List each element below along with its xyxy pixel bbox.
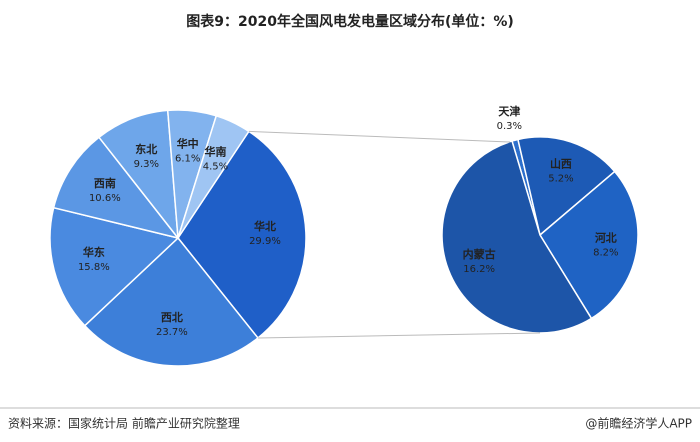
value-label: 6.1% — [175, 154, 200, 165]
slice-label: 山西 — [550, 157, 572, 171]
value-label: 16.2% — [463, 264, 495, 275]
slice-label: 天津 — [498, 104, 520, 118]
slice-label: 华北 — [254, 219, 276, 233]
pie-slice — [539, 170, 639, 320]
slice-label: 华南 — [204, 144, 226, 158]
source: 资料来源：国家统计局 前瞻产业研究院整理 — [8, 416, 240, 431]
value-label: 8.2% — [593, 247, 618, 258]
value-label: 9.3% — [134, 159, 159, 170]
pie-slice — [52, 136, 180, 240]
value-label: 0.3% — [497, 121, 522, 132]
pie-slice — [517, 136, 616, 237]
chart-title: 图表9：2020年全国风电发电量区域分布(单位：%) — [186, 13, 514, 30]
connector — [257, 332, 541, 339]
value-label: 4.5% — [203, 161, 228, 172]
value-label: 5.2% — [548, 174, 573, 185]
value-label: 15.8% — [78, 262, 110, 273]
slice-label: 华中 — [177, 137, 199, 151]
pie-slice — [49, 206, 180, 327]
pie-slice — [83, 236, 260, 367]
value-label: 10.6% — [89, 193, 121, 204]
value-label: 23.7% — [156, 327, 188, 338]
slice-label: 西北 — [161, 310, 183, 324]
slice-label: 华东 — [83, 245, 105, 259]
pie-slice — [441, 140, 593, 334]
slice-label: 东北 — [135, 142, 157, 156]
value-label: 29.9% — [249, 236, 281, 247]
slice-label: 内蒙古 — [463, 247, 496, 261]
connector — [248, 130, 511, 143]
slice-label: 河北 — [595, 230, 617, 244]
pie-slice — [177, 114, 250, 239]
slice-label: 西南 — [94, 176, 116, 190]
pie-slice — [177, 130, 307, 340]
credit: @前瞻经济学人APP — [585, 416, 692, 431]
